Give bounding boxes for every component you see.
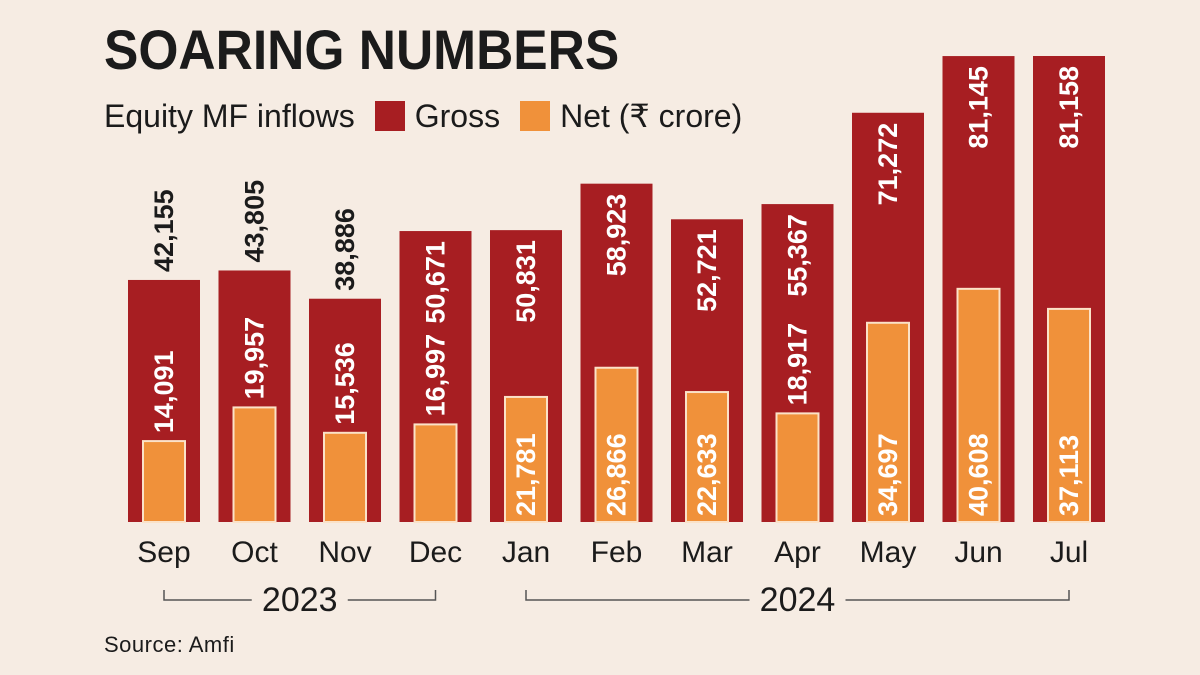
gross-value-label: 38,886 <box>330 208 360 291</box>
net-bar <box>504 395 548 523</box>
year-label: 2024 <box>760 581 836 619</box>
net-bar <box>142 440 186 524</box>
month-label: Sep <box>137 536 190 569</box>
legend: Equity MF inflows Gross Net (₹ crore) <box>104 96 742 136</box>
net-value-label: 16,997 <box>421 334 451 417</box>
year-label: 2023 <box>262 581 338 619</box>
net-bar <box>956 287 1001 524</box>
year-bracket-left <box>525 590 750 601</box>
gross-value-label: 43,805 <box>240 180 270 263</box>
legend-gross-swatch <box>374 101 405 131</box>
gross-value-label: 58,923 <box>602 194 632 277</box>
month-label: Mar <box>681 536 733 569</box>
month-label: Jun <box>954 536 1002 569</box>
month-label: Feb <box>591 536 643 569</box>
net-bar <box>232 406 277 523</box>
net-value-label: 19,957 <box>240 317 270 400</box>
net-value-label: 21,781 <box>511 433 541 516</box>
gross-value-label: 52,721 <box>692 229 722 312</box>
chart-title: SOARING NUMBERS <box>104 18 620 81</box>
net-value-label: 14,091 <box>149 350 179 433</box>
source-note: Source: Amfi <box>104 632 235 657</box>
legend-gross-label: Gross <box>414 98 501 134</box>
net-value-label: 34,697 <box>873 433 903 516</box>
net-bar <box>413 423 458 523</box>
month-label: Dec <box>409 536 462 569</box>
net-bar <box>775 412 820 523</box>
month-label: Jul <box>1050 536 1088 569</box>
month-label: Jan <box>502 536 550 569</box>
net-value-label: 15,536 <box>330 342 360 425</box>
gross-value-label: 50,831 <box>511 240 541 323</box>
net-value-label: 40,608 <box>964 433 994 516</box>
legend-net-swatch <box>520 101 551 131</box>
net-bar <box>685 391 729 523</box>
net-value-label: 37,113 <box>1054 435 1084 516</box>
legend-net-label: Net (₹ crore) <box>560 98 743 134</box>
year-bracket-right <box>347 590 437 601</box>
year-bracket-right <box>845 590 1070 601</box>
gross-value-label: 50,671 <box>421 241 451 324</box>
year-bracket-left <box>163 590 252 601</box>
net-value-label: 18,917 <box>783 323 813 406</box>
month-label: May <box>860 536 917 569</box>
net-bar <box>1047 307 1091 523</box>
month-label: Nov <box>318 536 371 569</box>
month-label: Oct <box>231 536 278 569</box>
legend-label: Equity MF inflows <box>104 98 355 134</box>
month-label: Apr <box>774 536 821 569</box>
net-bar <box>594 366 639 524</box>
gross-value-label: 71,272 <box>873 123 903 206</box>
gross-value-label: 55,367 <box>783 214 813 297</box>
gross-value-label: 42,155 <box>149 189 179 272</box>
net-value-label: 26,866 <box>602 433 632 516</box>
gross-value-label: 81,145 <box>964 66 994 149</box>
gross-value-label: 81,158 <box>1054 66 1084 149</box>
net-bar <box>866 321 910 523</box>
net-bar <box>323 431 367 524</box>
net-value-label: 22,633 <box>692 433 722 516</box>
